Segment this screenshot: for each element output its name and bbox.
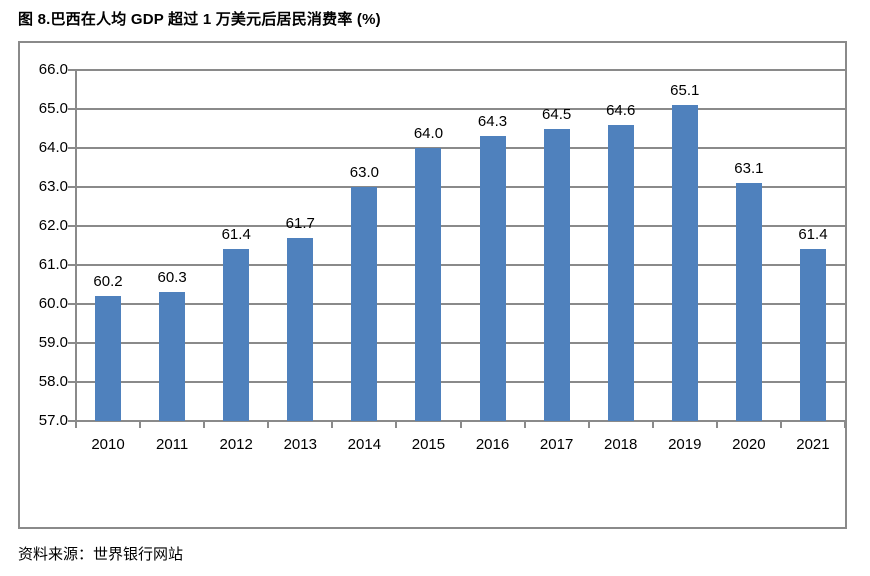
x-axis-tick [844,421,846,428]
y-axis-tick [68,381,76,383]
x-axis-category-label: 2012 [219,436,253,453]
bar [671,105,698,421]
bar [799,249,826,421]
x-axis-tick [331,421,334,428]
y-axis-tick-label: 61.0 [38,256,68,273]
y-axis-tick [68,108,76,110]
bar-value-label: 63.0 [349,164,379,181]
chart-plot-area: 66.0 65.0 64.0 63.0 62.0 61.0 60.0 59.0 58.0 57.0… [18,41,847,529]
x-axis-category-label: 2021 [796,436,830,453]
chart-title: 图 8.巴西在人均 GDP 超过 1 万美元后居民消费率 (%) [18,11,381,28]
y-axis-tick [68,264,76,266]
x-axis-tick [715,421,718,428]
x-axis-category-label: 2020 [732,436,766,453]
x-axis-tick [395,421,398,428]
bar-value-label: 64.5 [542,105,572,123]
bar [351,187,378,421]
y-axis-tick-label: 65.0 [38,100,68,117]
x-axis-category-label: 2017 [539,436,574,453]
bar-value-label: 61.4 [221,226,251,244]
y-axis-tick [68,225,76,227]
bar [95,296,122,421]
y-axis-tick [68,69,76,71]
y-axis-tick [68,303,76,305]
bar-value-label: 61.4 [798,226,828,244]
bar [159,292,186,421]
y-axis-line [75,69,77,422]
bar [735,183,762,421]
y-axis-tick [68,147,76,149]
y-axis-tick-label: 66.0 [38,61,68,78]
x-axis-category-label: 2016 [475,436,510,453]
x-axis-tick [523,421,526,428]
y-axis-tick-label: 59.0 [38,334,68,351]
x-axis-category-label: 2011 [155,436,189,453]
gridline [76,303,845,305]
y-axis-tick-label: 58.0 [38,373,68,390]
x-axis-tick [267,421,270,428]
x-axis-category-label: 2014 [347,436,382,453]
gridline [76,186,845,188]
y-axis-tick [68,186,76,188]
bar-value-label: 63.1 [734,160,764,178]
x-axis-tick [139,421,142,428]
x-axis-tick [459,421,462,428]
x-axis-category-label: 2013 [283,436,317,453]
y-axis-tick [68,342,76,344]
x-axis-tick [587,421,590,428]
y-axis-tick-label: 64.0 [38,139,68,156]
gridline [76,342,845,344]
bar-value-label: 65.1 [670,82,700,100]
x-axis-tick [203,421,206,428]
y-axis-tick-label: 60.0 [38,295,68,312]
x-axis-category-label: 2018 [604,436,638,453]
bar-value-label: 64.6 [606,101,636,119]
x-axis-category-label: 2019 [668,436,702,453]
gridline [76,225,845,227]
bar-value-label: 60.3 [157,269,187,287]
bar [415,148,442,421]
bar [287,237,314,421]
x-axis-category-label: 2010 [91,436,125,453]
y-axis-tick-label: 63.0 [38,178,68,195]
y-axis-tick-label: 57.0 [38,412,68,429]
gridline [76,264,845,266]
x-axis-tick [651,421,654,428]
gridline [76,108,845,110]
x-axis-tick [75,421,77,428]
y-axis-tick [68,420,76,422]
bar [223,249,250,421]
bar-value-label: 64.0 [413,125,444,142]
source-note: 资料来源：世界银行网站 [18,546,184,563]
bar [543,128,570,421]
y-axis-tick-label: 62.0 [38,217,68,234]
gridline [76,381,845,383]
bar-value-label: 60.2 [93,273,123,291]
bar [479,136,506,421]
bar-value-label: 61.7 [285,214,315,232]
x-axis-category-label: 2015 [411,436,446,453]
gridline [76,147,845,149]
bar-value-label: 64.3 [477,113,508,131]
x-axis-tick [779,421,782,428]
bar [607,124,634,421]
gridline [76,69,845,71]
